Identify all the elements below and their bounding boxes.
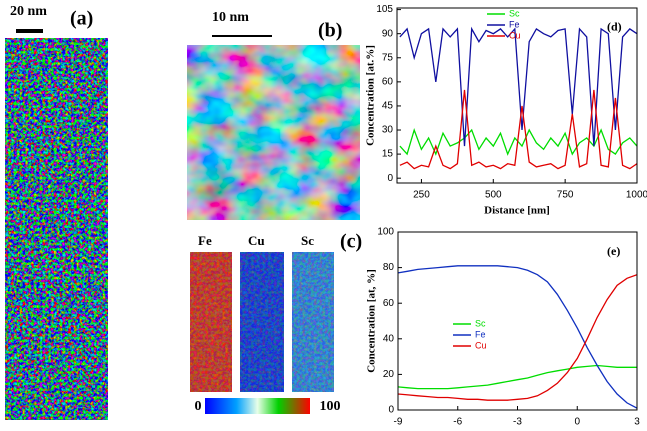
y-tick-label: 90 — [382, 28, 394, 39]
series-line — [397, 265, 638, 409]
legend-label: Cu — [475, 340, 487, 350]
x-tick-label: 3 — [634, 417, 640, 428]
y-tick-label: 75 — [382, 52, 394, 63]
y-axis-label: Concentration [at.%] — [365, 45, 377, 146]
y-tick-label: 40 — [383, 333, 395, 344]
gap — [284, 252, 292, 392]
y-tick-label: 0 — [388, 405, 394, 416]
y-tick-label: 30 — [382, 125, 394, 136]
series-line — [397, 364, 637, 390]
element-label: Cu — [248, 233, 265, 248]
x-tick-label: -9 — [394, 417, 403, 428]
y-tick-label: 80 — [383, 262, 395, 273]
colorbar-max: 100 — [320, 399, 341, 414]
x-tick-label: 0 — [574, 417, 580, 428]
series-line — [399, 26, 638, 147]
y-tick-label: 0 — [387, 173, 393, 184]
element-label: Fe — [198, 233, 212, 248]
series-line — [399, 89, 638, 170]
element-label: Sc — [301, 233, 314, 248]
legend-label: Sc — [509, 8, 520, 18]
atom-map-b — [187, 45, 360, 220]
y-tick-label: 45 — [382, 101, 394, 112]
plot-frame — [396, 7, 638, 184]
y-tick-label: 15 — [382, 149, 394, 160]
x-tick-label: -3 — [513, 417, 522, 428]
x-tick-label: 750 — [557, 190, 574, 201]
legend-label: Sc — [475, 318, 486, 328]
y-tick-label: 105 — [376, 4, 393, 15]
x-axis-label: Distance [nm] — [484, 205, 550, 217]
x-tick-label: 500 — [485, 190, 502, 201]
x-tick-label: -6 — [453, 417, 462, 428]
x-tick-label: 1000 — [626, 190, 647, 201]
y-tick-label: 60 — [382, 76, 394, 87]
atom-map-a — [5, 38, 108, 420]
panel-label: (d) — [607, 20, 622, 34]
legend-label: Fe — [509, 19, 520, 29]
legend-label: Cu — [509, 30, 521, 40]
legend-label: Fe — [475, 329, 486, 339]
gap — [232, 252, 240, 392]
scale-label: 10 nm — [212, 10, 249, 25]
y-axis-label: Concentration [at, %] — [366, 269, 378, 373]
panel-label: (b) — [318, 20, 342, 42]
panel-label: (a) — [70, 8, 93, 30]
y-tick-label: 100 — [377, 227, 394, 238]
panel-label: (e) — [607, 244, 620, 258]
colorbar-min: 0 — [195, 399, 202, 414]
series-line — [397, 274, 638, 401]
texture — [190, 252, 334, 392]
colorbar — [205, 398, 310, 414]
plot-frame — [397, 231, 638, 411]
series-line — [399, 127, 638, 156]
y-tick-label: 60 — [383, 298, 395, 309]
y-tick-label: 20 — [383, 369, 395, 380]
panel-label: (c) — [340, 231, 362, 253]
scale-label: 20 nm — [10, 4, 47, 19]
x-tick-label: 250 — [413, 190, 430, 201]
